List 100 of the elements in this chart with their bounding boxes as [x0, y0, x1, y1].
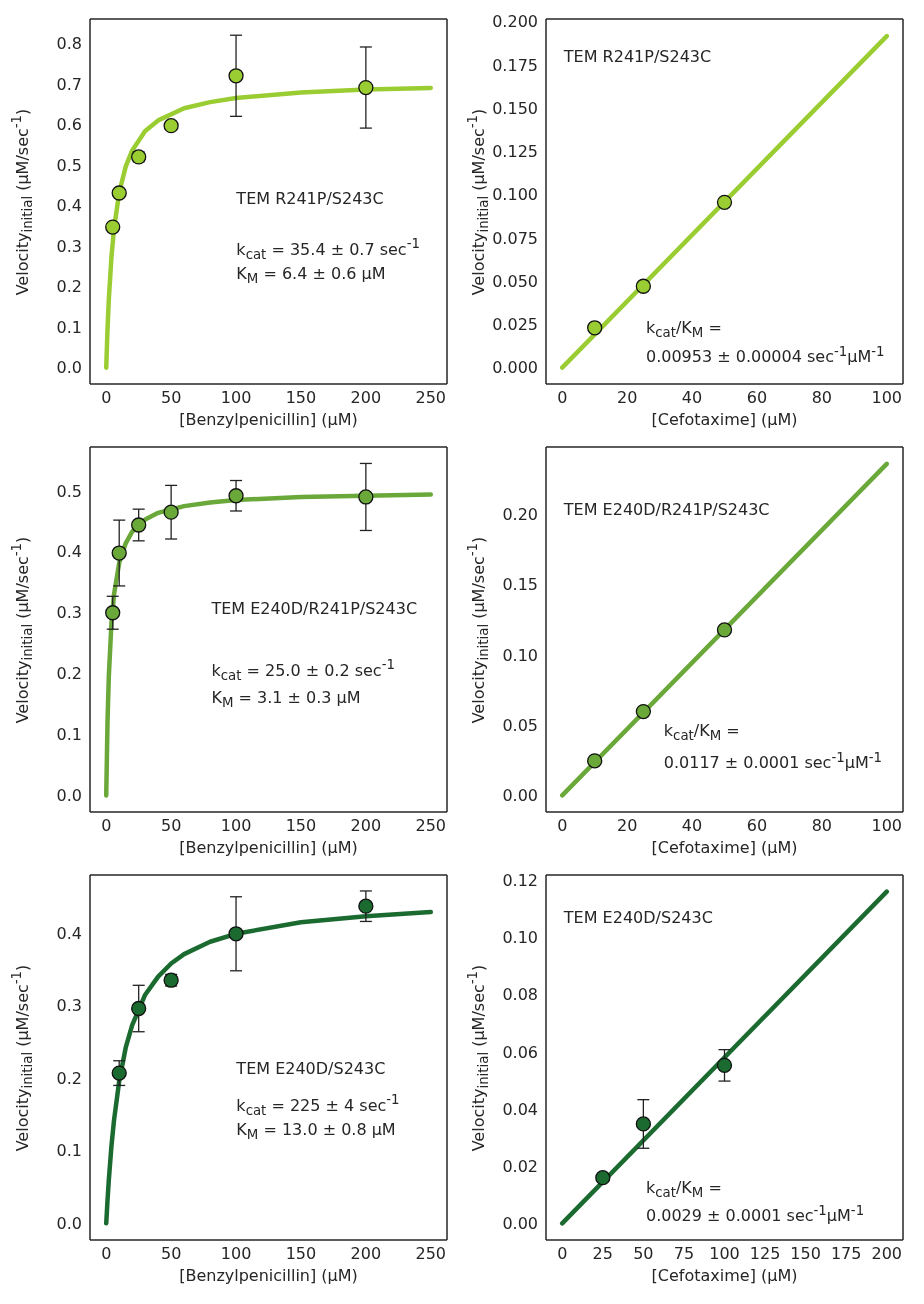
y-tick-label: 0.15 — [502, 575, 538, 595]
y-tick-label: 0.06 — [502, 1042, 538, 1062]
x-tick-label: 60 — [746, 388, 768, 408]
point — [131, 1000, 147, 1017]
y-tick-label: 0.6 — [56, 115, 82, 135]
x-tick-label: 20 — [616, 388, 638, 408]
y-tick-label: 0.025 — [492, 315, 538, 334]
annotation: K$_{M}$ = 6.4 ± 0.6 μM — [236, 263, 386, 286]
x-tick-label: 200 — [350, 1244, 382, 1264]
annotation: k$_{cat}$ = 35.4 ± 0.7 sec$^{-1}$ — [236, 236, 420, 262]
annotation: k$_{cat}$ = 25.0 ± 0.2 sec$^{-1}$ — [211, 656, 395, 683]
point — [131, 517, 147, 533]
y-tick-label: 0.125 — [492, 142, 538, 162]
annotation: TEM E240D/R241P/S243C — [563, 499, 770, 519]
x-tick-label: 200 — [350, 388, 382, 408]
x-tick-label: 25 — [592, 1244, 613, 1264]
x-tick-label: 0 — [101, 816, 112, 836]
y-tick-label: 0.10 — [502, 928, 538, 948]
x-tick-label: 80 — [811, 388, 833, 408]
annotation: 0.00953 ± 0.00004 sec$^{-1}$μM$^{-1}$ — [645, 343, 885, 366]
y-tick-label: 0.5 — [56, 155, 82, 175]
point — [716, 1057, 733, 1074]
annotation: TEM R241P/S243C — [236, 188, 384, 208]
y-tick-label: 0.0 — [56, 786, 82, 806]
x-tick-label: 100 — [220, 816, 252, 836]
y-tick-label: 0.1 — [56, 1141, 82, 1161]
point — [595, 1170, 611, 1186]
annotation: k$_{cat}$/K$_{M}$ = — [645, 318, 722, 341]
x-tick-label: 100 — [709, 1244, 740, 1264]
y-tick-label: 0.7 — [56, 74, 82, 94]
x-axis-title: [Benzylpenicillin] (μM) — [179, 410, 358, 429]
y-tick-label: 0.175 — [492, 55, 538, 75]
point — [111, 185, 127, 201]
annotation: k$_{cat}$ = 225 ± 4 sec$^{-1}$ — [236, 1092, 400, 1118]
annotation: 0.0029 ± 0.0001 sec$^{-1}$μM$^{-1}$ — [645, 1203, 865, 1226]
point — [111, 1065, 127, 1081]
point — [635, 1116, 652, 1132]
x-axis-title: [Cefotaxime] (μM) — [651, 410, 798, 429]
x-tick-label: 175 — [830, 1244, 862, 1264]
point — [358, 489, 374, 505]
point — [716, 622, 733, 638]
y-tick-label: 0.3 — [56, 236, 82, 256]
y-tick-label: 0.4 — [56, 196, 82, 216]
x-tick-label: 150 — [285, 816, 317, 836]
annotation: k$_{cat}$/K$_{M}$ = — [663, 720, 740, 743]
y-tick-label: 0.3 — [56, 603, 82, 623]
y-tick-label: 0.8 — [56, 34, 82, 54]
y-tick-label: 0.2 — [56, 664, 82, 684]
y-tick-label: 0.1 — [56, 317, 82, 337]
y-tick-label: 0.050 — [492, 271, 538, 291]
y-tick-label: 0.12 — [502, 871, 538, 891]
x-tick-label: 250 — [415, 1244, 447, 1264]
x-tick-label: 40 — [681, 816, 703, 836]
x-tick-label: 20 — [616, 816, 638, 836]
x-tick-label: 0 — [557, 816, 568, 836]
x-tick-label: 0 — [557, 1244, 568, 1264]
y-tick-label: 0.05 — [502, 715, 538, 735]
x-tick-label: 150 — [790, 1244, 821, 1264]
y-tick-label: 0.150 — [492, 98, 538, 118]
point — [635, 278, 652, 294]
point — [228, 68, 244, 84]
annotation: TEM R241P/S243C — [563, 46, 712, 65]
point — [163, 118, 179, 134]
y-tick-label: 0.20 — [502, 505, 538, 525]
y-tick-label: 0.00 — [502, 786, 538, 806]
y-tick-label: 0.4 — [56, 542, 82, 562]
y-tick-label: 0.3 — [56, 996, 82, 1016]
point — [228, 488, 244, 504]
x-tick-label: 50 — [633, 1244, 654, 1264]
annotation: TEM E240D/S243C — [563, 907, 713, 927]
x-tick-label: 125 — [749, 1244, 781, 1264]
annotation: TEM E240D/S243C — [236, 1058, 386, 1078]
x-tick-label: 0 — [101, 388, 112, 408]
x-tick-label: 100 — [871, 388, 903, 408]
x-tick-label: 0 — [101, 1244, 112, 1264]
y-tick-label: 0.075 — [492, 228, 538, 248]
x-tick-label: 200 — [871, 1244, 903, 1264]
y-tick-label: 0.08 — [502, 985, 538, 1005]
x-axis-title: [Cefotaxime] (μM) — [651, 838, 798, 857]
x-tick-label: 50 — [160, 816, 182, 836]
y-tick-label: 0.5 — [56, 481, 82, 501]
y-tick-label: 0.100 — [492, 185, 538, 205]
point — [105, 219, 121, 235]
x-tick-label: 50 — [160, 1244, 182, 1264]
x-tick-label: 200 — [350, 816, 382, 836]
x-tick-label: 0 — [557, 388, 568, 408]
point — [587, 753, 603, 769]
point — [111, 545, 127, 561]
annotation: 0.0117 ± 0.0001 sec$^{-1}$μM$^{-1}$ — [663, 749, 882, 773]
y-tick-label: 0.0 — [56, 358, 82, 378]
x-axis-title: [Benzylpenicillin] (μM) — [179, 1266, 358, 1285]
x-tick-label: 100 — [220, 1244, 252, 1264]
x-tick-label: 150 — [285, 388, 317, 408]
annotation: TEM E240D/R241P/S243C — [211, 598, 418, 618]
x-axis-title: [Cefotaxime] (μM) — [651, 1266, 798, 1285]
x-tick-label: 250 — [415, 816, 447, 836]
x-tick-label: 150 — [285, 1244, 317, 1264]
x-axis-title: [Benzylpenicillin] (μM) — [179, 838, 358, 857]
point — [358, 898, 374, 914]
annotation: k$_{cat}$/K$_{M}$ = — [645, 1177, 722, 1200]
